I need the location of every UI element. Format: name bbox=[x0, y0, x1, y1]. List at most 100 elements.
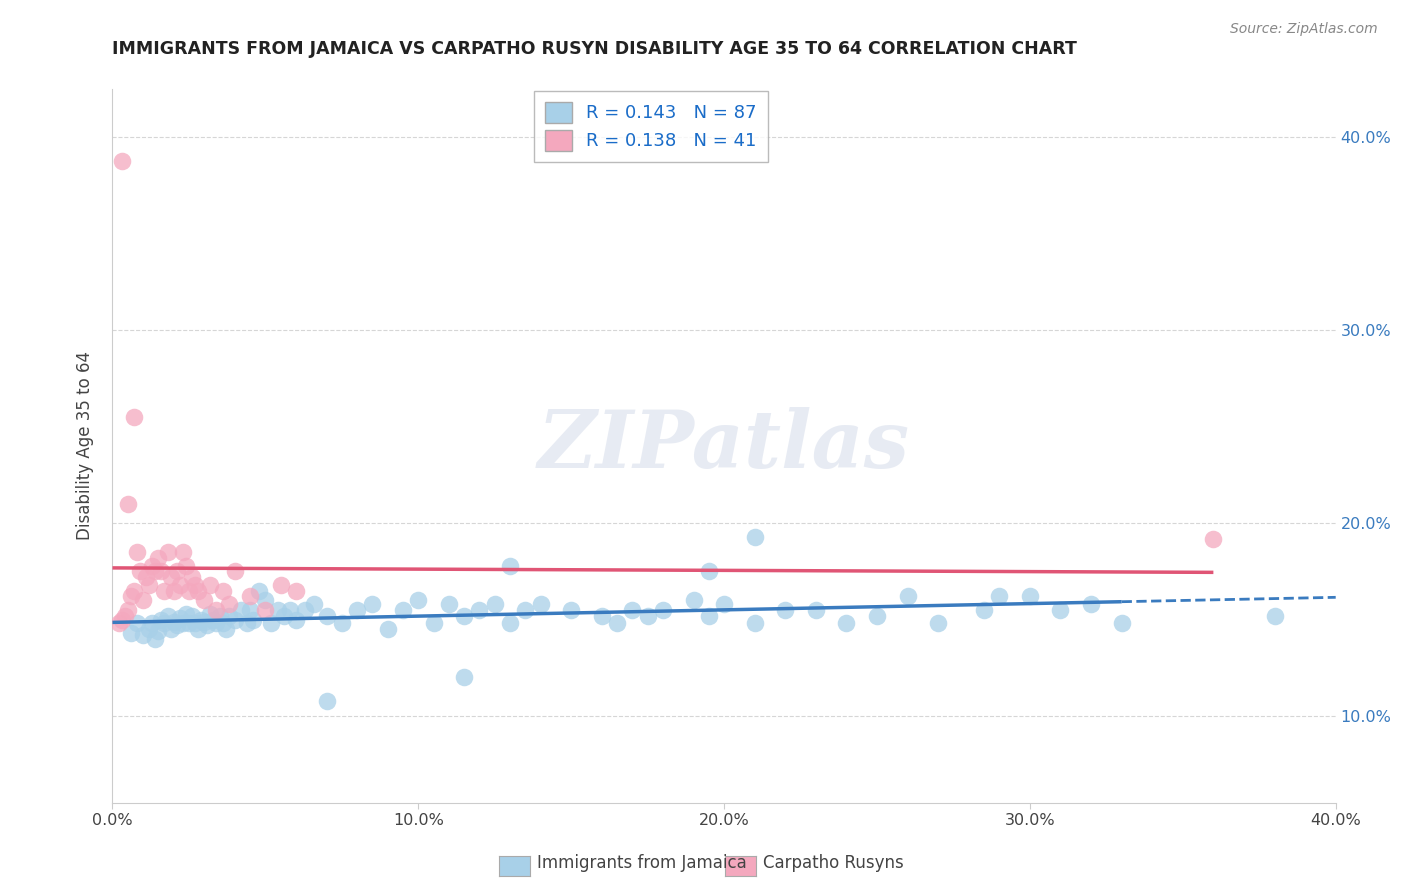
Point bbox=[484, 597, 506, 611]
Point bbox=[143, 632, 166, 646]
Point bbox=[254, 603, 277, 617]
Point bbox=[107, 616, 129, 631]
Point bbox=[132, 593, 155, 607]
Point bbox=[129, 565, 152, 579]
Point bbox=[218, 608, 240, 623]
Point bbox=[193, 615, 215, 629]
Point bbox=[177, 583, 200, 598]
Text: Immigrants from Jamaica: Immigrants from Jamaica bbox=[537, 855, 747, 872]
Point bbox=[392, 603, 415, 617]
Point bbox=[184, 578, 207, 592]
Point bbox=[141, 558, 163, 573]
Point bbox=[1202, 532, 1225, 546]
Point bbox=[111, 153, 134, 168]
Text: ZIPatlas: ZIPatlas bbox=[538, 408, 910, 484]
Point bbox=[1111, 616, 1133, 631]
Point bbox=[211, 616, 233, 631]
Point bbox=[153, 616, 176, 631]
Point bbox=[214, 622, 236, 636]
Point bbox=[682, 593, 704, 607]
Point bbox=[224, 565, 246, 579]
Point bbox=[208, 608, 231, 623]
Point bbox=[172, 545, 194, 559]
Point bbox=[174, 607, 197, 621]
Point bbox=[1080, 597, 1102, 611]
Point bbox=[166, 618, 188, 632]
Point bbox=[169, 578, 191, 592]
Point bbox=[260, 616, 283, 631]
Point bbox=[122, 410, 145, 425]
Point bbox=[150, 613, 173, 627]
Point bbox=[468, 603, 491, 617]
Point bbox=[973, 603, 995, 617]
Point bbox=[218, 597, 240, 611]
Point bbox=[273, 608, 295, 623]
Point bbox=[195, 618, 218, 632]
Point bbox=[304, 597, 326, 611]
Point bbox=[247, 583, 270, 598]
Point bbox=[422, 616, 444, 631]
Text: Source: ZipAtlas.com: Source: ZipAtlas.com bbox=[1230, 22, 1378, 37]
Point bbox=[453, 608, 475, 623]
Point bbox=[211, 583, 233, 598]
Point bbox=[138, 578, 160, 592]
Point bbox=[122, 583, 145, 598]
Point bbox=[159, 622, 181, 636]
Point bbox=[236, 616, 259, 631]
Point bbox=[239, 603, 262, 617]
Point bbox=[135, 570, 157, 584]
Point bbox=[166, 565, 188, 579]
Point bbox=[193, 593, 215, 607]
Point bbox=[187, 622, 209, 636]
Point bbox=[239, 590, 262, 604]
Point bbox=[1049, 603, 1071, 617]
Point bbox=[202, 613, 225, 627]
Y-axis label: Disability Age 35 to 64: Disability Age 35 to 64 bbox=[76, 351, 94, 541]
Point bbox=[866, 608, 889, 623]
Point bbox=[713, 597, 735, 611]
Point bbox=[117, 603, 139, 617]
Point bbox=[346, 603, 368, 617]
Point bbox=[159, 570, 181, 584]
Text: Carpatho Rusyns: Carpatho Rusyns bbox=[763, 855, 904, 872]
Point bbox=[148, 624, 170, 639]
Point bbox=[148, 550, 170, 565]
Point bbox=[927, 616, 949, 631]
Point bbox=[242, 613, 264, 627]
Point bbox=[181, 570, 204, 584]
Point bbox=[143, 565, 166, 579]
Point bbox=[330, 616, 353, 631]
Point bbox=[284, 583, 308, 598]
Point bbox=[606, 616, 628, 631]
Point bbox=[141, 616, 163, 631]
Point bbox=[111, 613, 134, 627]
Point bbox=[125, 616, 148, 631]
Point bbox=[897, 590, 920, 604]
Point bbox=[200, 578, 222, 592]
Point bbox=[408, 593, 430, 607]
Point bbox=[278, 603, 301, 617]
Point bbox=[560, 603, 582, 617]
Point bbox=[156, 608, 179, 623]
Point bbox=[163, 583, 186, 598]
Point bbox=[172, 616, 194, 631]
Point bbox=[515, 603, 537, 617]
Point bbox=[120, 590, 142, 604]
Point bbox=[621, 603, 644, 617]
Point bbox=[153, 583, 176, 598]
Point bbox=[138, 622, 160, 636]
Point bbox=[744, 530, 766, 544]
Point bbox=[266, 603, 288, 617]
Point bbox=[697, 565, 720, 579]
Point bbox=[200, 607, 222, 621]
Point bbox=[697, 608, 720, 623]
Point bbox=[117, 497, 139, 511]
Point bbox=[132, 628, 155, 642]
Point bbox=[184, 616, 207, 631]
Point bbox=[294, 603, 316, 617]
Point bbox=[453, 670, 475, 684]
Point bbox=[125, 545, 148, 559]
Point bbox=[224, 613, 246, 627]
Point bbox=[744, 616, 766, 631]
Point bbox=[229, 603, 252, 617]
